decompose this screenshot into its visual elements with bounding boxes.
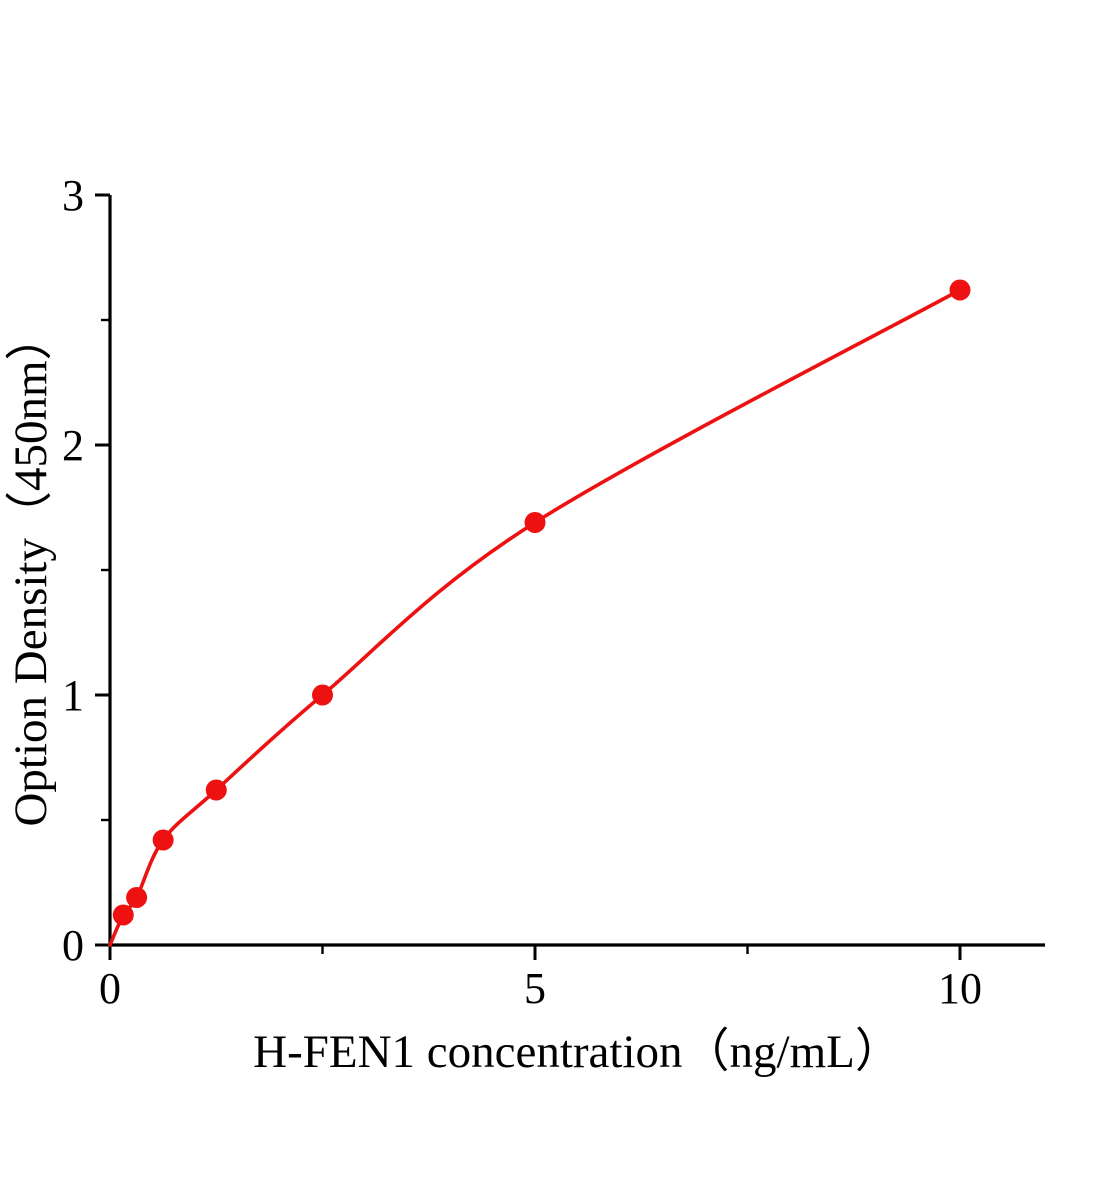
data-point-4	[312, 684, 333, 706]
y-tick-label: 3	[62, 171, 84, 220]
y-axis-label: Option Density（450nm）	[5, 313, 57, 826]
data-point-6	[949, 279, 971, 301]
data-point-0	[112, 904, 134, 926]
x-axis-label: H-FEN1 concentration（ng/mL）	[253, 1026, 902, 1078]
data-point-2	[152, 829, 174, 851]
x-tick-label: 10	[938, 964, 982, 1013]
x-tick-label: 0	[99, 964, 121, 1013]
data-point-5	[524, 512, 546, 533]
fit-curve	[108, 288, 962, 947]
data-point-1	[126, 887, 148, 908]
axes	[108, 195, 1045, 947]
data-point-3	[205, 779, 227, 801]
y-tick-label: 0	[62, 921, 84, 970]
y-tick-label: 1	[62, 671, 84, 720]
x-tick-label: 5	[524, 964, 546, 1013]
y-tick-label: 2	[62, 421, 84, 470]
